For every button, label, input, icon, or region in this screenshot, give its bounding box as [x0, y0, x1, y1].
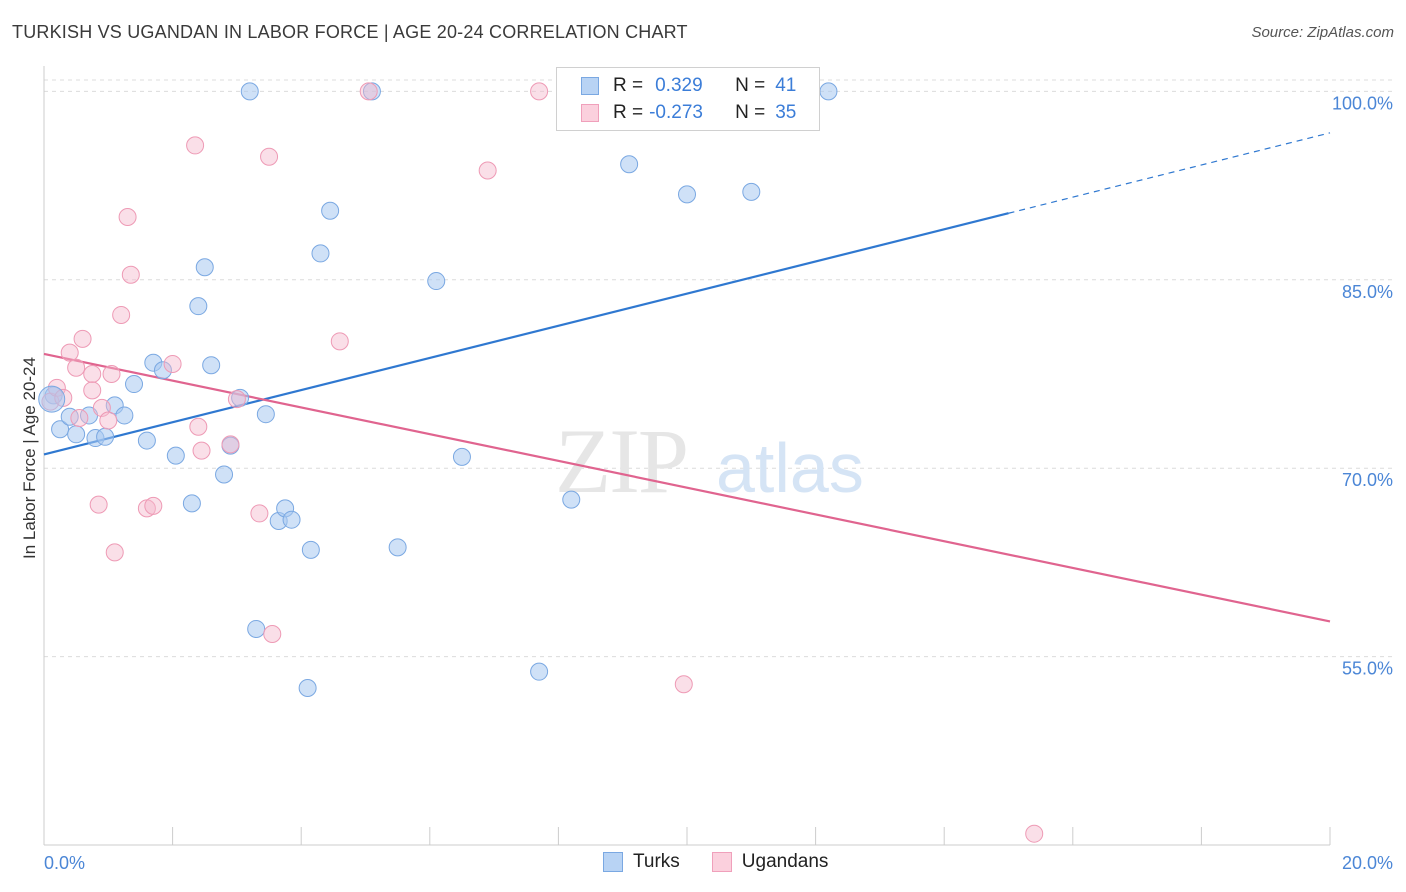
turks-point	[240, 82, 259, 101]
ugandans-point	[263, 624, 282, 643]
turks-point	[189, 297, 208, 316]
turks-r-value: 0.329	[655, 75, 703, 96]
turks-point	[530, 662, 549, 681]
ugandans-n-value: 35	[775, 102, 797, 123]
stats-row-ugandans: R = -0.273 N = 35	[581, 100, 796, 126]
ugandans-r-value: -0.273	[649, 102, 703, 123]
ugandans-point	[189, 417, 208, 436]
ugandans-point	[359, 82, 378, 101]
y-tick-label: 55.0%	[1342, 659, 1393, 679]
turks-trend-extension	[1008, 132, 1331, 214]
y-tick-label: 70.0%	[1342, 470, 1393, 490]
ugandans-point	[1025, 824, 1044, 843]
stats-row-turks: R = 0.329 N = 41	[581, 73, 796, 99]
ugandans-point	[112, 305, 131, 324]
ugandans-point	[83, 365, 102, 383]
turks-point	[388, 538, 407, 557]
turks-point	[301, 540, 320, 559]
ugandans-point	[674, 675, 693, 694]
turks-point	[60, 407, 79, 426]
turks-point	[247, 619, 266, 638]
turks-point	[153, 361, 172, 380]
turks-point	[96, 427, 115, 446]
turks-point	[137, 431, 156, 450]
x-tick-label: 20.0%	[1342, 853, 1393, 873]
ugandans-point	[227, 390, 246, 409]
watermark-atlas: atlas	[716, 429, 864, 507]
turks-point	[427, 272, 446, 291]
n-label: N =	[735, 102, 766, 123]
ugandans-point	[250, 504, 269, 523]
turks-point	[166, 446, 185, 465]
legend-ugandans-label: Ugandans	[741, 851, 829, 872]
ugandans-point	[83, 381, 102, 400]
turks-point	[311, 244, 330, 263]
r-label: R =	[613, 102, 644, 123]
ugandans-point	[73, 329, 92, 348]
turks-point	[125, 375, 144, 394]
turks-point	[321, 201, 340, 220]
turks-n-value: 41	[775, 75, 797, 96]
turks-point	[51, 420, 70, 439]
ugandans-point	[144, 496, 163, 515]
turks-point	[742, 182, 761, 201]
turks-point	[38, 385, 66, 413]
turks-point	[678, 185, 696, 204]
ugandans-trend-line	[43, 352, 1331, 623]
turks-point	[182, 494, 201, 513]
legend-ugandans-swatch	[711, 852, 732, 872]
turks-point	[67, 425, 86, 444]
turks-point	[298, 679, 317, 697]
y-tick-label: 85.0%	[1342, 282, 1393, 302]
ugandans-point	[89, 495, 108, 514]
source-label: Source: ZipAtlas.com	[1251, 24, 1394, 41]
turks-point	[195, 258, 214, 277]
turks-point	[562, 490, 581, 509]
series-legend: Turks Ugandans	[603, 851, 828, 873]
turks-point	[115, 406, 134, 425]
ugandans-point	[70, 408, 89, 427]
ugandans-point	[118, 208, 137, 226]
ugandans-point	[186, 136, 205, 155]
ugandans-point	[102, 365, 121, 383]
ugandans-swatch	[581, 104, 599, 122]
ugandans-point	[163, 354, 182, 373]
turks-trend-line	[43, 212, 1009, 456]
ugandans-point	[221, 435, 240, 454]
turks-point	[819, 82, 838, 101]
ugandans-point	[192, 441, 211, 460]
turks-point	[452, 447, 471, 466]
turks-point	[282, 510, 301, 529]
stats-legend: R = 0.329 N = 41 R = -0.273 N = 35	[556, 67, 820, 131]
ugandans-point	[121, 265, 140, 284]
turks-point	[215, 465, 234, 484]
r-label: R =	[613, 75, 644, 96]
zipatlas-watermark: ZIP atlas	[555, 410, 864, 512]
x-tick-label: 0.0%	[44, 853, 85, 873]
ugandans-point	[330, 332, 349, 351]
legend-turks-swatch	[603, 852, 623, 872]
ugandans-point	[67, 358, 86, 377]
chart-title: TURKISH VS UGANDAN IN LABOR FORCE | AGE …	[12, 22, 688, 42]
ugandans-point	[530, 82, 549, 101]
y-tick-label: 100.0%	[1332, 93, 1393, 113]
legend-turks-label: Turks	[633, 851, 680, 872]
n-label: N =	[735, 75, 766, 96]
turks-point	[256, 405, 275, 424]
ugandans-point	[99, 411, 118, 430]
ugandans-point	[478, 161, 497, 180]
turks-point	[620, 155, 639, 174]
ugandans-point	[60, 343, 79, 362]
ugandans-point	[105, 543, 124, 562]
turks-swatch	[581, 77, 599, 95]
ugandans-point	[260, 147, 279, 166]
turks-point	[202, 356, 221, 375]
